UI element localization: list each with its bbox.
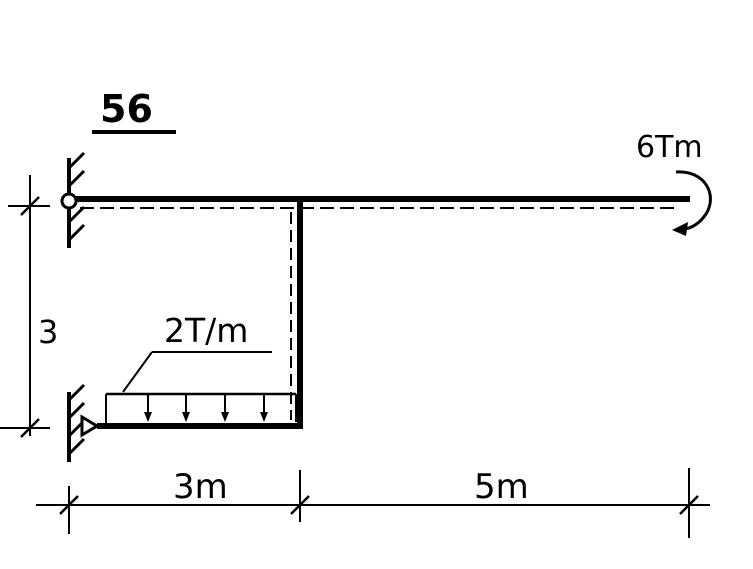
load-arrow-icon — [182, 394, 190, 422]
load-arrow-icon — [221, 394, 229, 422]
height-dimension — [0, 175, 50, 438]
height-label: 3 — [38, 313, 58, 351]
distributed-load — [105, 351, 297, 424]
span-dimension — [36, 468, 710, 538]
top-wall-support — [67, 151, 86, 248]
load-arrow-icon — [260, 394, 268, 422]
moment-arrow-icon — [672, 170, 712, 236]
load-label: 2T/m — [164, 311, 248, 350]
bottom-roller-support — [67, 383, 100, 462]
span-left-label: 3m — [173, 467, 228, 507]
hinge-icon — [60, 192, 78, 210]
roller-triangle-icon — [80, 414, 100, 438]
load-arrow-icon — [144, 394, 152, 422]
problem-number: 56 — [100, 87, 153, 131]
moment-label: 6Tm — [636, 130, 703, 165]
span-right-label: 5m — [474, 467, 529, 507]
